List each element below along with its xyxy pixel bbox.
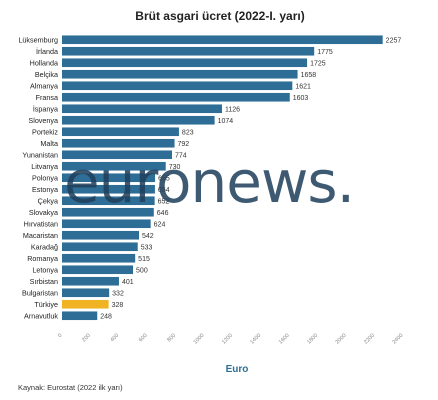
category-label: Hollanda (30, 58, 58, 67)
category-label: Slovenya (28, 116, 58, 125)
category-label: İrlanda (36, 47, 58, 56)
euronews-watermark-logo: euronews. (64, 148, 355, 216)
bar (62, 161, 166, 171)
category-label: Macaristan (23, 231, 58, 240)
bar (62, 207, 154, 217)
data-label: 1775 (317, 49, 333, 56)
bar (62, 115, 215, 125)
data-label: 774 (175, 152, 187, 159)
x-tick-label: 1400 (249, 333, 262, 346)
bar (62, 276, 119, 286)
category-label: Portekiz (32, 127, 58, 136)
x-tick-label: 800 (166, 333, 177, 344)
x-tick-label: 200 (81, 333, 92, 344)
x-tick-label: 1200 (221, 333, 234, 346)
bar (62, 58, 308, 68)
category-label: Çekya (38, 196, 58, 205)
data-label: 332 (112, 290, 124, 297)
category-label: Türkiye (34, 300, 58, 309)
category-label: Sırbistan (30, 277, 58, 286)
category-label: Estonya (32, 185, 58, 194)
bar (62, 81, 293, 91)
data-label: 248 (100, 313, 112, 320)
bar (62, 219, 151, 229)
category-label: Yunanistan (22, 150, 58, 159)
category-label: Slovakya (29, 208, 58, 217)
category-label: Bulgaristan (22, 288, 58, 297)
x-tick-label: 2000 (335, 333, 348, 346)
category-label: Litvanya (31, 162, 58, 171)
category-label: İspanya (33, 104, 58, 113)
bar (62, 150, 172, 160)
bar (62, 127, 179, 137)
data-label: 1725 (310, 60, 326, 67)
chart-title: Brüt asgari ücret (2022-I. yarı) (135, 9, 304, 23)
x-tick-label: 1600 (278, 333, 291, 346)
data-label: 1126 (225, 106, 240, 113)
data-label: 823 (182, 129, 194, 136)
x-tick-label: 0 (57, 333, 63, 339)
category-label: Polonya (32, 173, 58, 182)
category-label: Karadağ (31, 242, 58, 251)
x-tick-label: 2200 (363, 333, 376, 346)
x-axis-ticks: 0 200 400 600 800 1000 1200 1400 1600 1800 2000 220… (57, 333, 404, 346)
data-label: 1074 (218, 118, 234, 125)
data-label: 1621 (295, 83, 311, 90)
data-label: 652 (158, 198, 170, 205)
data-label: 1603 (293, 95, 309, 102)
data-label: 515 (138, 256, 150, 263)
bar (62, 173, 156, 183)
data-label: 624 (154, 221, 166, 228)
bar (62, 311, 98, 321)
source-note: Kaynak: Eurostat (2022 ilk yarı) (18, 383, 123, 392)
x-axis-label: Euro (226, 364, 249, 375)
x-tick-label: 2400 (392, 333, 405, 346)
bar (62, 230, 140, 240)
bar (62, 265, 134, 275)
data-label: 730 (169, 164, 181, 171)
category-label: Hırvatistan (24, 219, 58, 228)
bar (62, 299, 109, 309)
bar (62, 253, 136, 263)
data-label: 1658 (301, 72, 317, 79)
bar (62, 184, 155, 194)
data-label: 655 (158, 175, 170, 182)
bar (62, 138, 175, 148)
bar (62, 92, 290, 102)
data-label: 2257 (386, 37, 402, 44)
category-label: Letonya (32, 265, 58, 274)
x-tick-label: 1000 (193, 333, 206, 346)
data-label: 533 (141, 244, 153, 251)
category-label: Malta (40, 139, 58, 148)
category-label: Arnavutluk (24, 311, 58, 320)
bar (62, 46, 315, 56)
bars-group: Lüksemburg 2257 İrlanda 1775 Hollanda 1725 Bel… (18, 35, 401, 320)
bar (62, 288, 110, 298)
x-tick-label: 1800 (306, 333, 319, 346)
data-label: 654 (158, 187, 170, 194)
data-label: 328 (112, 302, 124, 309)
category-label: Belçika (35, 70, 58, 79)
bar (62, 69, 298, 79)
x-tick-label: 400 (110, 333, 121, 344)
data-label: 401 (122, 279, 134, 286)
bar (62, 242, 138, 252)
bar (62, 196, 155, 206)
category-label: Lüksemburg (18, 35, 58, 44)
data-label: 500 (136, 267, 148, 274)
data-label: 542 (142, 233, 154, 240)
x-tick-label: 600 (138, 333, 149, 344)
category-label: Romanya (27, 254, 58, 263)
bar (62, 104, 222, 114)
data-label: 646 (157, 210, 169, 217)
category-label: Fransa (36, 93, 58, 102)
bar (62, 35, 383, 45)
data-label: 792 (178, 141, 190, 148)
category-label: Almanya (30, 81, 58, 90)
